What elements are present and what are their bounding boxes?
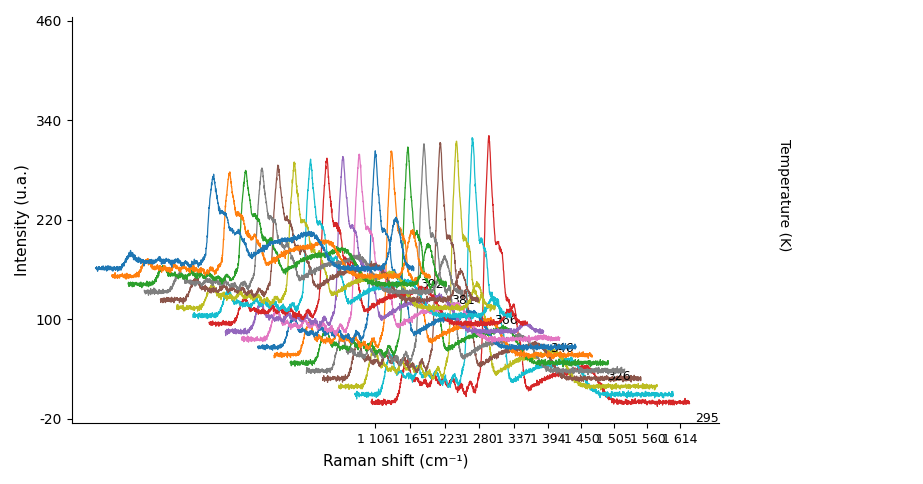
Text: 326: 326 xyxy=(607,369,631,382)
Text: 381: 381 xyxy=(451,294,475,306)
Text: 295: 295 xyxy=(695,412,719,425)
Text: 346: 346 xyxy=(551,342,574,355)
Text: Temperature (K): Temperature (K) xyxy=(776,139,791,251)
Y-axis label: Intensity (u.a.): Intensity (u.a.) xyxy=(15,164,30,276)
X-axis label: Raman shift (cm⁻¹): Raman shift (cm⁻¹) xyxy=(323,454,468,469)
Text: 392: 392 xyxy=(420,278,444,291)
Text: 366: 366 xyxy=(494,314,518,327)
